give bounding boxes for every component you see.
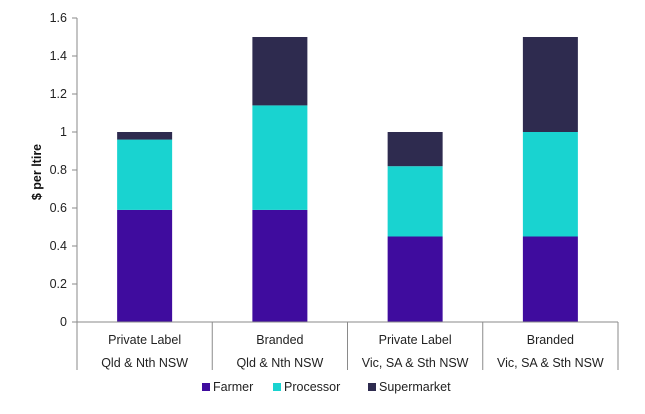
bar-supermarket-4 — [522, 37, 578, 132]
legend-swatch-processor — [273, 383, 281, 391]
y-tick-label: 0.2 — [50, 277, 67, 291]
category-label-line2: Qld & Nth NSW — [101, 356, 188, 370]
legend-label-processor: Processor — [284, 380, 340, 394]
legend: Farmer Processor Supermarket — [202, 380, 451, 394]
bar-processor-4 — [522, 132, 578, 237]
bar-processor-1 — [117, 139, 173, 210]
bar-farmer-4 — [522, 236, 578, 322]
axes — [76, 18, 619, 370]
y-tick-label: 0.8 — [50, 163, 67, 177]
y-tick-label: 0 — [60, 315, 67, 329]
category-labels: Private Label Qld & Nth NSW Branded Qld & N… — [101, 333, 604, 370]
y-axis-ticks: 0 0.2 0.4 0.6 0.8 1 1.2 1.4 1.6 — [50, 11, 77, 329]
category-label-line1: Branded — [527, 333, 574, 347]
bars — [117, 37, 578, 322]
y-tick-label: 1.4 — [50, 49, 67, 63]
bar-supermarket-3 — [387, 132, 443, 167]
y-tick-label: 1 — [60, 125, 67, 139]
y-tick-label: 0.6 — [50, 201, 67, 215]
legend-swatch-supermarket — [368, 383, 376, 391]
bar-supermarket-2 — [252, 37, 308, 106]
category-label-line1: Branded — [256, 333, 303, 347]
legend-label-farmer: Farmer — [213, 380, 253, 394]
y-tick-label: 0.4 — [50, 239, 67, 253]
bar-processor-3 — [387, 166, 443, 237]
bar-farmer-3 — [387, 236, 443, 322]
category-label-line1: Private Label — [108, 333, 181, 347]
y-axis-label: $ per ltire — [30, 144, 44, 200]
y-tick-label: 1.2 — [50, 87, 67, 101]
legend-swatch-farmer — [202, 383, 210, 391]
legend-label-supermarket: Supermarket — [379, 380, 451, 394]
bar-farmer-1 — [117, 209, 173, 322]
category-label-line2: Qld & Nth NSW — [236, 356, 323, 370]
bar-processor-2 — [252, 105, 308, 210]
category-label-line2: Vic, SA & Sth NSW — [497, 356, 604, 370]
category-label-line1: Private Label — [379, 333, 452, 347]
bar-supermarket-1 — [117, 132, 173, 140]
bar-farmer-2 — [252, 209, 308, 322]
y-tick-label: 1.6 — [50, 11, 67, 25]
category-label-line2: Vic, SA & Sth NSW — [362, 356, 469, 370]
